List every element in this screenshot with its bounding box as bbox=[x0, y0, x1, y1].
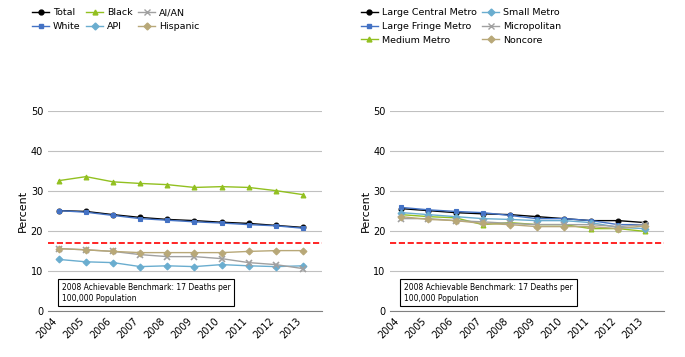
Text: 2008 Achievable Benchmark: 17 Deaths per
100,000 Population: 2008 Achievable Benchmark: 17 Deaths per… bbox=[404, 283, 573, 303]
Y-axis label: Percent: Percent bbox=[18, 190, 28, 232]
Y-axis label: Percent: Percent bbox=[360, 190, 371, 232]
Text: 2008 Achievable Benchmark: 17 Deaths per
100,000 Population: 2008 Achievable Benchmark: 17 Deaths per… bbox=[62, 283, 230, 303]
Legend: Total, White, Black, API, AI/AN, Hispanic: Total, White, Black, API, AI/AN, Hispani… bbox=[32, 8, 199, 31]
Legend: Large Central Metro, Large Fringe Metro, Medium Metro, Small Metro, Micropolitan: Large Central Metro, Large Fringe Metro,… bbox=[361, 8, 561, 45]
